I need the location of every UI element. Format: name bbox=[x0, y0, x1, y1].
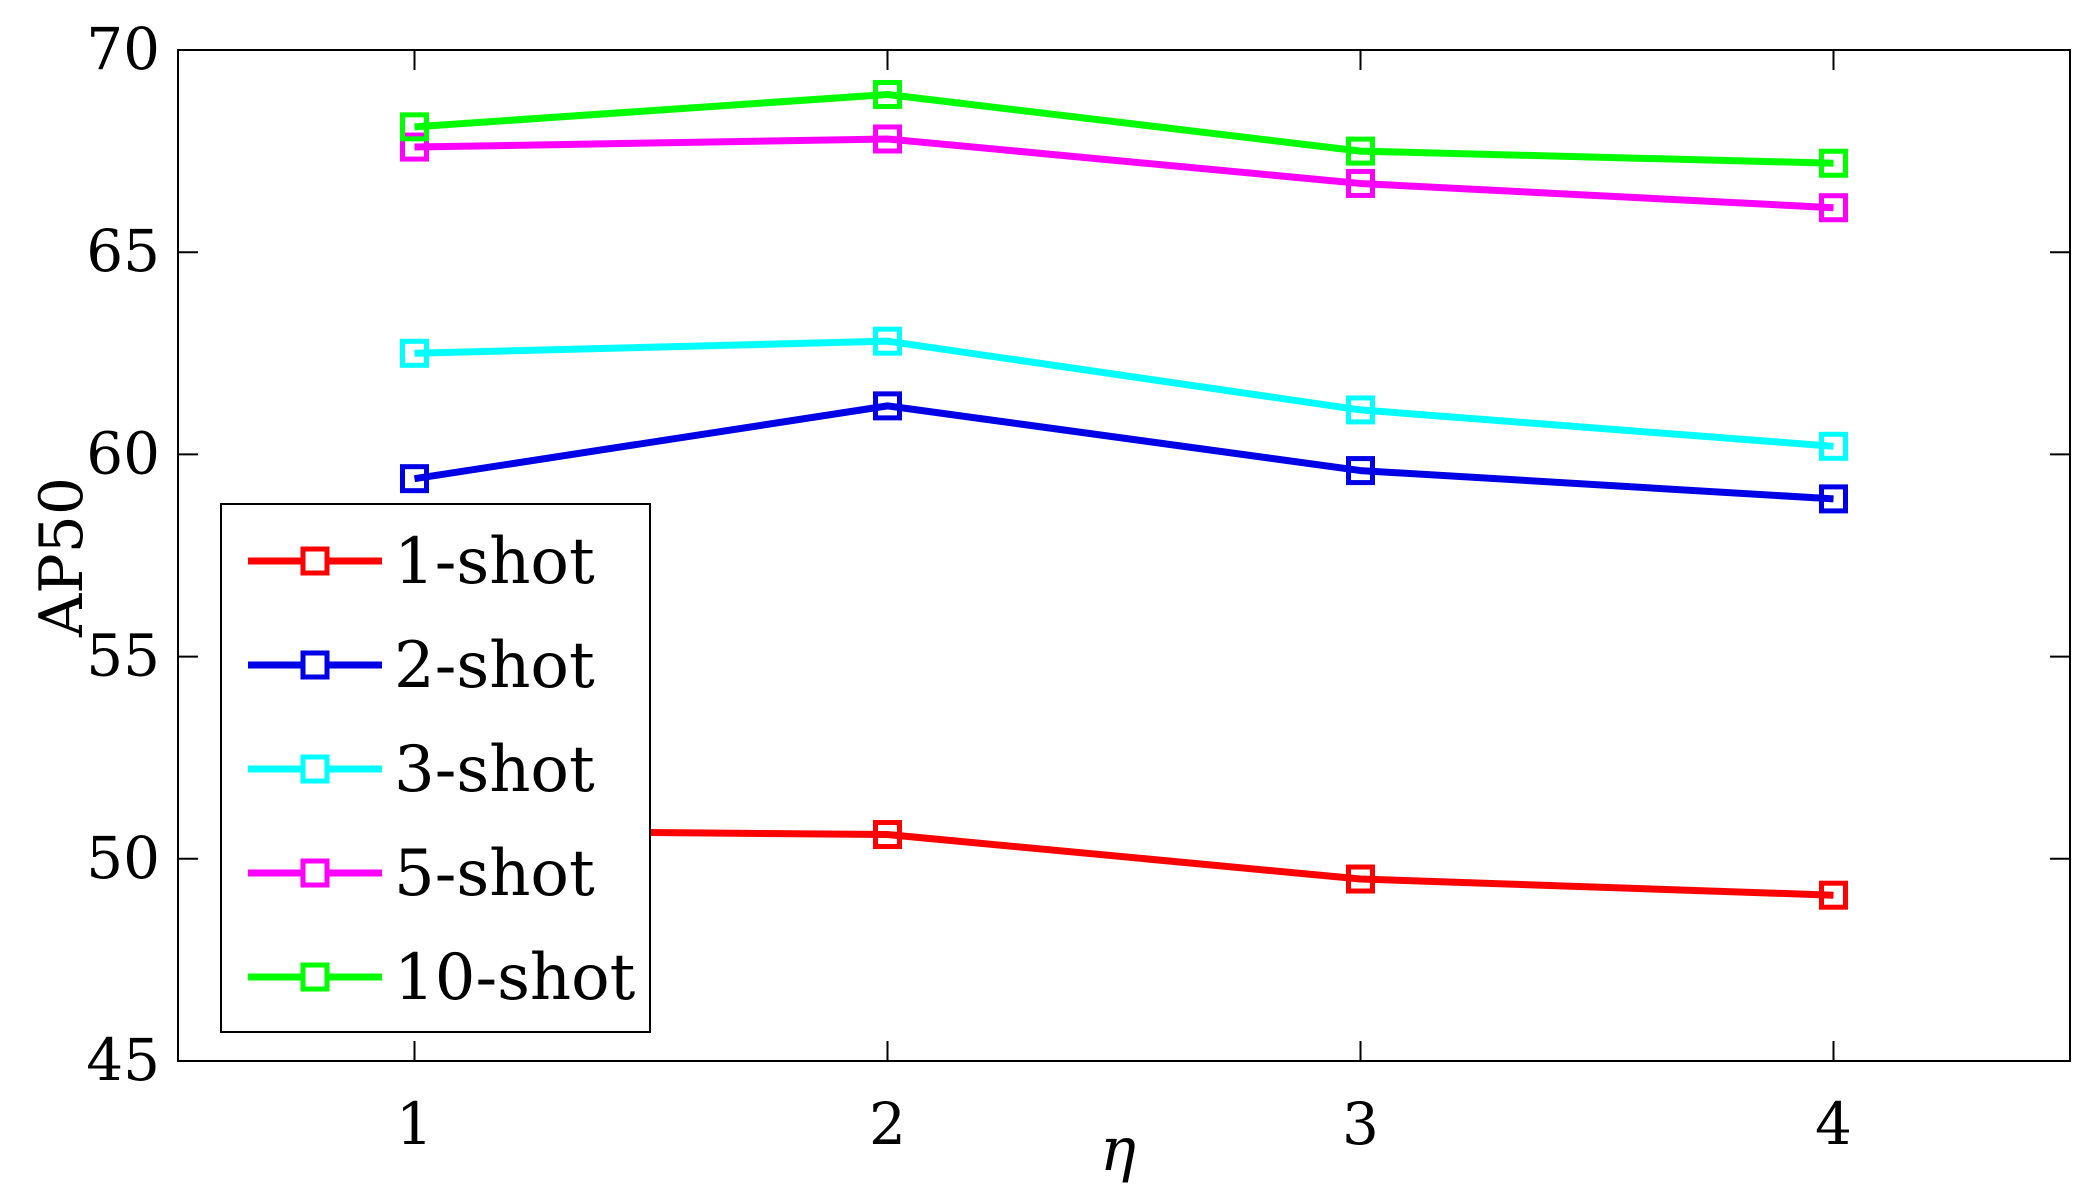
data-point-marker bbox=[873, 820, 902, 850]
legend-swatch-marker bbox=[300, 754, 330, 784]
x-tick-label: 1 bbox=[396, 1090, 433, 1158]
series-10-shot bbox=[400, 79, 1848, 178]
x-axis-label: η bbox=[1100, 1115, 1136, 1185]
legend-item: 5-shot bbox=[248, 837, 595, 911]
legend-item: 3-shot bbox=[248, 733, 595, 807]
legend-swatch-marker bbox=[300, 962, 330, 992]
data-point-marker bbox=[1346, 136, 1375, 166]
data-point-marker bbox=[1346, 395, 1375, 425]
series-5-shot bbox=[400, 124, 1848, 223]
y-tick-label: 70 bbox=[86, 15, 160, 83]
legend-item: 1-shot bbox=[248, 525, 595, 599]
legend-item: 10-shot bbox=[248, 941, 636, 1015]
y-tick-label: 50 bbox=[86, 824, 160, 892]
data-point-marker bbox=[400, 338, 429, 368]
series-line-5-shot bbox=[414, 135, 1834, 212]
data-point-marker bbox=[873, 391, 902, 421]
data-point-marker bbox=[1819, 193, 1848, 223]
legend: 1-shot 2-shot 3-shot 5-shot 10-shot bbox=[220, 503, 651, 1033]
legend-label: 2-shot bbox=[394, 629, 595, 703]
data-point-marker bbox=[1819, 484, 1848, 514]
series-line-10-shot bbox=[414, 90, 1834, 167]
y-axis-label: AP50 bbox=[27, 477, 97, 638]
data-point-marker bbox=[1819, 880, 1848, 910]
legend-label: 3-shot bbox=[394, 733, 595, 807]
data-point-marker bbox=[873, 124, 902, 154]
data-point-marker bbox=[1346, 456, 1375, 486]
legend-swatch-marker bbox=[300, 650, 330, 680]
data-point-marker bbox=[1346, 864, 1375, 894]
x-tick-label: 4 bbox=[1815, 1090, 1852, 1158]
legend-swatch-marker bbox=[300, 858, 330, 888]
data-point-marker bbox=[400, 464, 429, 494]
data-point-marker bbox=[1819, 431, 1848, 461]
legend-label: 5-shot bbox=[394, 837, 595, 911]
series-line-2-shot bbox=[413, 402, 1834, 503]
x-tick-label: 3 bbox=[1342, 1090, 1379, 1158]
legend-label: 1-shot bbox=[394, 525, 595, 599]
data-point-marker bbox=[873, 326, 902, 356]
data-point-marker bbox=[400, 112, 429, 142]
data-point-marker bbox=[1346, 168, 1375, 198]
series-line-3-shot bbox=[414, 337, 1834, 450]
series-2-shot bbox=[400, 391, 1848, 514]
y-tick-label: 65 bbox=[86, 217, 160, 285]
legend-label: 10-shot bbox=[394, 941, 636, 1015]
legend-swatch-marker bbox=[300, 546, 330, 576]
series-3-shot bbox=[400, 326, 1848, 461]
y-tick-label: 45 bbox=[86, 1026, 160, 1094]
data-point-marker bbox=[1819, 148, 1848, 178]
data-point-marker bbox=[873, 79, 902, 109]
legend-item: 2-shot bbox=[248, 629, 595, 703]
data-point-marker bbox=[400, 132, 429, 162]
y-tick-label: 60 bbox=[86, 419, 160, 487]
x-tick-label: 2 bbox=[869, 1090, 906, 1158]
y-tick-label: 55 bbox=[86, 622, 160, 690]
